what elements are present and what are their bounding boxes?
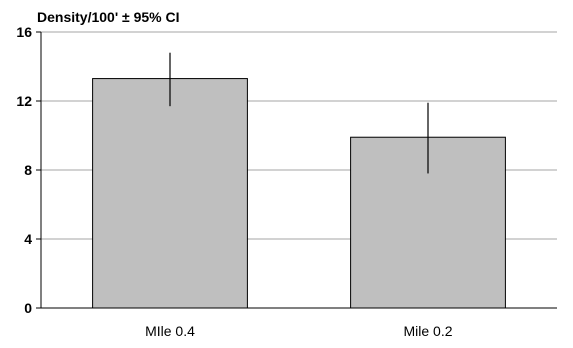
bars bbox=[92, 78, 506, 309]
y-tick-label: 12 bbox=[16, 93, 32, 109]
x-tick-label: Mile 0.2 bbox=[403, 323, 452, 339]
y-tick-label: 16 bbox=[16, 24, 32, 40]
y-tick-labels: 0 4 8 12 16 bbox=[16, 24, 32, 316]
error-bars bbox=[169, 52, 429, 174]
bar bbox=[92, 78, 248, 309]
y-tick-label: 8 bbox=[24, 162, 32, 178]
y-tick-label: 0 bbox=[24, 300, 32, 316]
x-tick-label: MIle 0.4 bbox=[145, 323, 195, 339]
axes bbox=[36, 31, 557, 309]
x-tick-labels: MIle 0.4 Mile 0.2 bbox=[145, 323, 453, 339]
y-tick-label: 4 bbox=[24, 231, 32, 247]
chart-title: Density/100' ± 95% CI bbox=[37, 9, 180, 25]
